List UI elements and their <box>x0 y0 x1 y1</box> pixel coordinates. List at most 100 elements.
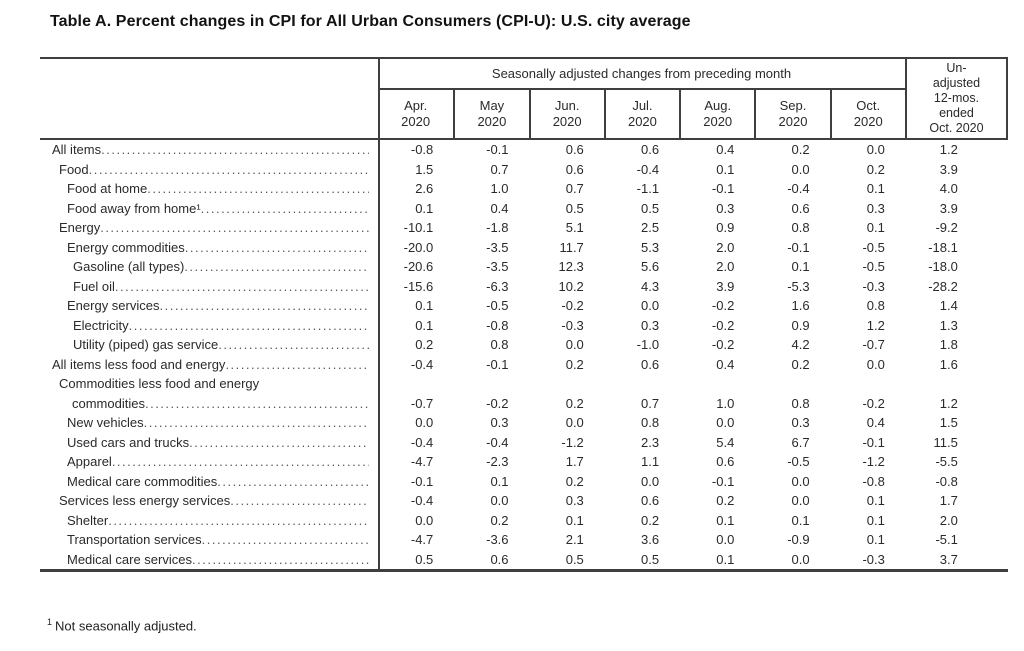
row-value-aug: -0.2 <box>711 298 735 313</box>
row-value-12mo: 1.3 <box>939 317 958 333</box>
table-row: Services less energy services -0.4 0.0 0… <box>40 491 1008 511</box>
header-month-cell: Jul. 2020 <box>603 90 679 138</box>
row-value-may: 0.7 <box>490 161 509 177</box>
row-value-aug: -0.1 <box>711 181 735 196</box>
row-value-oct: 1.2 <box>866 317 885 333</box>
row-value-may: -3.5 <box>486 259 509 274</box>
row-value-jul: -0.4 <box>636 161 660 177</box>
row-value-may: 0.6 <box>490 551 509 567</box>
row-label: Medical care services <box>40 550 369 570</box>
row-label: Food at home <box>40 179 369 199</box>
row-value-jun: 1.7 <box>565 454 584 469</box>
row-value-sep: -0.9 <box>787 532 810 547</box>
row-label: Electricity <box>40 316 369 336</box>
table-row: Shelter 0.0 0.2 0.1 0.2 0.1 0.1 0.1 2.0 <box>40 511 1008 531</box>
row-value-12mo: 1.5 <box>939 415 958 430</box>
row-value-oct: 0.4 <box>866 415 885 430</box>
row-value-jun: 10.2 <box>558 278 584 294</box>
row-value-12mo: 3.9 <box>939 161 958 177</box>
row-value-apr: 0.5 <box>415 551 434 567</box>
row-value-jun: -1.2 <box>561 434 584 450</box>
header-seasonal-span: Seasonally adjusted changes from precedi… <box>378 59 905 90</box>
row-value-jun: 11.7 <box>559 239 584 255</box>
row-value-may: -1.8 <box>486 220 509 235</box>
row-value-oct: -0.3 <box>862 551 885 567</box>
row-label: Energy commodities <box>40 238 369 258</box>
footnote-superscript: 1 <box>47 617 53 627</box>
row-value-12mo: 2.0 <box>939 512 958 528</box>
table-header: Seasonally adjusted changes from precedi… <box>40 59 1008 140</box>
row-value-12mo: 1.7 <box>939 493 958 508</box>
row-value-jun: 0.5 <box>565 200 584 216</box>
row-value-jul: 0.8 <box>640 415 660 430</box>
table-row: New vehicles 0.0 0.3 0.0 0.8 0.0 0.3 0.4… <box>40 413 1008 433</box>
table-row: Fuel oil -15.6 -6.3 10.2 4.3 3.9 -5.3 -0… <box>40 277 1008 297</box>
row-value-sep: 0.3 <box>791 415 810 430</box>
row-value-sep: 0.8 <box>791 395 810 411</box>
row-value-jul: 0.2 <box>640 512 660 528</box>
row-value-jul: 0.6 <box>640 493 660 508</box>
header-month-cell: Apr. 2020 <box>401 98 431 129</box>
row-label: Shelter <box>40 511 369 531</box>
row-label: Gasoline (all types) <box>40 257 369 277</box>
row-label: Apparel <box>40 452 369 472</box>
row-value-apr: 0.1 <box>415 298 434 313</box>
row-value-aug: 3.9 <box>716 278 735 294</box>
row-value-aug: -0.1 <box>711 473 735 489</box>
row-value-apr: -0.7 <box>410 395 434 411</box>
row-value-12mo: -9.2 <box>935 220 958 235</box>
row-label: Commodities less food and energy commodi… <box>40 374 369 413</box>
header-month-cell: May 2020 <box>453 90 528 138</box>
row-label: Utility (piped) gas service <box>40 335 369 355</box>
row-value-jun: 0.2 <box>565 356 584 372</box>
row-label: Energy <box>40 218 369 238</box>
row-value-oct: -1.2 <box>862 454 885 469</box>
row-value-jun: 0.2 <box>565 395 584 411</box>
row-value-may: 0.4 <box>490 200 509 216</box>
row-value-oct: 0.1 <box>866 220 885 235</box>
row-value-sep: 0.2 <box>791 356 810 372</box>
table-row: Food 1.5 0.7 0.6 -0.4 0.1 0.0 0.2 3.9 <box>40 160 1008 180</box>
row-value-jun: 0.1 <box>565 512 584 528</box>
table-row: Apparel -4.7 -2.3 1.7 1.1 0.6 -0.5 -1.2 … <box>40 452 1008 472</box>
row-value-may: -0.1 <box>486 356 509 372</box>
row-value-aug: 0.3 <box>716 200 735 216</box>
row-value-sep: 0.6 <box>791 200 810 216</box>
table-row: Gasoline (all types) -20.6 -3.5 12.3 5.6… <box>40 257 1008 277</box>
row-label: Food <box>40 160 369 180</box>
row-value-may: 0.2 <box>490 512 509 528</box>
row-value-12mo: 4.0 <box>939 181 958 196</box>
row-value-oct: -0.3 <box>862 278 885 294</box>
row-value-sep: 0.1 <box>791 512 810 528</box>
row-value-oct: 0.1 <box>866 181 885 196</box>
row-label: Food away from home¹ <box>40 199 369 219</box>
row-value-apr: 1.5 <box>415 161 434 177</box>
row-label: Transportation services <box>40 530 369 550</box>
table-row: Medical care commodities -0.1 0.1 0.2 0.… <box>40 472 1008 492</box>
row-value-jul: 3.6 <box>640 532 660 547</box>
row-value-aug: 0.0 <box>716 532 735 547</box>
row-value-jul: 2.5 <box>640 220 660 235</box>
row-value-oct: 0.8 <box>866 298 885 313</box>
row-value-jul: -1.1 <box>636 181 660 196</box>
row-value-sep: 0.9 <box>791 317 810 333</box>
row-value-jun: -0.3 <box>561 317 584 333</box>
row-value-jul: 0.6 <box>640 142 660 157</box>
row-value-12mo: -28.2 <box>928 278 958 294</box>
row-value-may: -0.1 <box>486 142 509 157</box>
row-value-12mo: 1.4 <box>939 298 958 313</box>
row-value-apr: -4.7 <box>410 454 434 469</box>
row-value-jun: 0.6 <box>565 142 584 157</box>
row-value-jun: 0.5 <box>565 551 584 567</box>
row-value-may: 1.0 <box>490 181 509 196</box>
table-row: Utility (piped) gas service 0.2 0.8 0.0 … <box>40 335 1008 355</box>
row-value-sep: 4.2 <box>791 337 810 352</box>
row-value-jun: 0.0 <box>565 415 584 430</box>
row-value-oct: -0.1 <box>862 434 885 450</box>
row-value-oct: 0.1 <box>866 532 885 547</box>
row-value-sep: 1.6 <box>791 298 810 313</box>
row-value-jul: 0.0 <box>640 473 660 489</box>
row-value-apr: -0.4 <box>410 434 434 450</box>
header-month-cell: Aug. 2020 <box>679 90 754 138</box>
row-value-aug: 2.0 <box>716 239 735 255</box>
